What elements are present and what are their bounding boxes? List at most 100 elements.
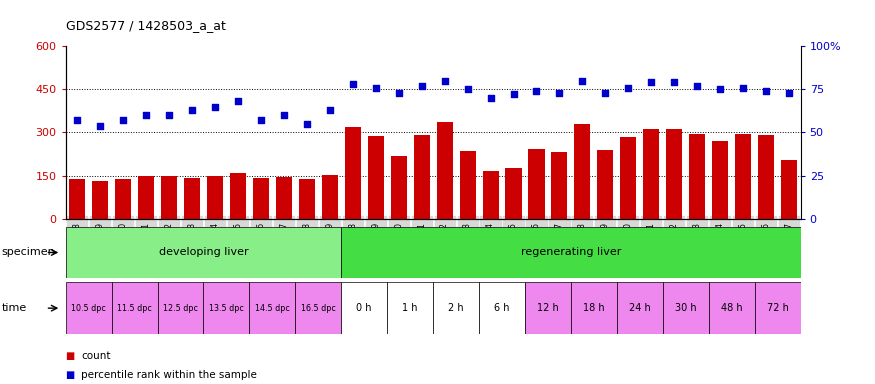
Bar <box>296 282 341 334</box>
Point <box>529 88 543 94</box>
Bar <box>66 282 112 334</box>
Point <box>368 84 382 91</box>
Text: 24 h: 24 h <box>629 303 651 313</box>
Bar <box>754 282 801 334</box>
Bar <box>161 176 177 219</box>
Bar <box>506 169 522 219</box>
Text: time: time <box>2 303 27 313</box>
Point <box>254 118 268 124</box>
Bar <box>66 227 341 278</box>
Bar <box>620 137 636 219</box>
Point <box>760 88 774 94</box>
Text: 2 h: 2 h <box>448 303 464 313</box>
Bar <box>551 152 568 219</box>
Point <box>415 83 429 89</box>
Point <box>438 78 452 84</box>
Bar <box>525 282 571 334</box>
Text: developing liver: developing liver <box>158 247 248 258</box>
Bar <box>276 177 292 219</box>
Point <box>690 83 704 89</box>
Point <box>139 112 153 118</box>
Bar <box>206 176 223 219</box>
Bar <box>709 282 754 334</box>
Bar <box>571 282 617 334</box>
Bar <box>617 282 663 334</box>
Point <box>507 91 521 98</box>
Bar <box>341 282 388 334</box>
Bar <box>459 151 476 219</box>
Point <box>346 81 360 87</box>
Bar <box>69 179 85 219</box>
Point <box>484 95 498 101</box>
Point <box>231 98 245 104</box>
Bar <box>388 282 433 334</box>
Text: 6 h: 6 h <box>494 303 510 313</box>
Bar <box>249 282 296 334</box>
Bar <box>712 141 728 219</box>
Text: GDS2577 / 1428503_a_at: GDS2577 / 1428503_a_at <box>66 19 226 32</box>
Bar <box>390 156 407 219</box>
Bar <box>92 180 108 219</box>
Point <box>713 86 727 92</box>
Text: 18 h: 18 h <box>583 303 605 313</box>
Text: regenerating liver: regenerating liver <box>521 247 621 258</box>
Bar <box>735 134 752 219</box>
Bar <box>480 282 525 334</box>
Bar <box>115 179 131 219</box>
Point <box>782 90 796 96</box>
Bar <box>230 174 246 219</box>
Bar <box>298 179 315 219</box>
Point <box>208 104 222 110</box>
Bar <box>574 124 591 219</box>
Point <box>323 107 337 113</box>
Bar <box>345 127 360 219</box>
Point <box>70 118 84 124</box>
Bar <box>203 282 249 334</box>
Point <box>93 122 107 129</box>
Text: 12 h: 12 h <box>537 303 559 313</box>
Point <box>162 112 176 118</box>
Bar <box>758 136 774 219</box>
Text: 13.5 dpc: 13.5 dpc <box>209 304 244 313</box>
Bar <box>482 171 499 219</box>
Point <box>736 84 750 91</box>
Bar <box>341 227 801 278</box>
Bar <box>138 176 154 219</box>
Point <box>392 90 406 96</box>
Bar <box>781 160 797 219</box>
Text: count: count <box>81 351 111 361</box>
Text: 16.5 dpc: 16.5 dpc <box>301 304 336 313</box>
Text: 10.5 dpc: 10.5 dpc <box>71 304 106 313</box>
Bar <box>433 282 480 334</box>
Point <box>116 118 130 124</box>
Bar <box>253 178 269 219</box>
Bar <box>598 150 613 219</box>
Text: 1 h: 1 h <box>402 303 418 313</box>
Text: 12.5 dpc: 12.5 dpc <box>163 304 198 313</box>
Text: 30 h: 30 h <box>675 303 696 313</box>
Text: percentile rank within the sample: percentile rank within the sample <box>81 370 257 380</box>
Bar <box>368 136 384 219</box>
Text: 0 h: 0 h <box>356 303 372 313</box>
Point <box>552 90 566 96</box>
Point <box>460 86 474 92</box>
Bar <box>690 134 705 219</box>
Bar <box>322 175 338 219</box>
Point <box>598 90 612 96</box>
Text: 14.5 dpc: 14.5 dpc <box>255 304 290 313</box>
Bar <box>666 129 682 219</box>
Point <box>276 112 290 118</box>
Bar <box>414 136 430 219</box>
Text: ■: ■ <box>66 370 75 380</box>
Bar <box>528 149 544 219</box>
Text: ■: ■ <box>66 351 75 361</box>
Bar <box>158 282 203 334</box>
Point <box>300 121 314 127</box>
Point <box>621 84 635 91</box>
Point <box>644 79 658 85</box>
Bar <box>184 178 200 219</box>
Text: 11.5 dpc: 11.5 dpc <box>117 304 152 313</box>
Text: 48 h: 48 h <box>721 303 743 313</box>
Text: specimen: specimen <box>2 247 55 258</box>
Bar <box>112 282 158 334</box>
